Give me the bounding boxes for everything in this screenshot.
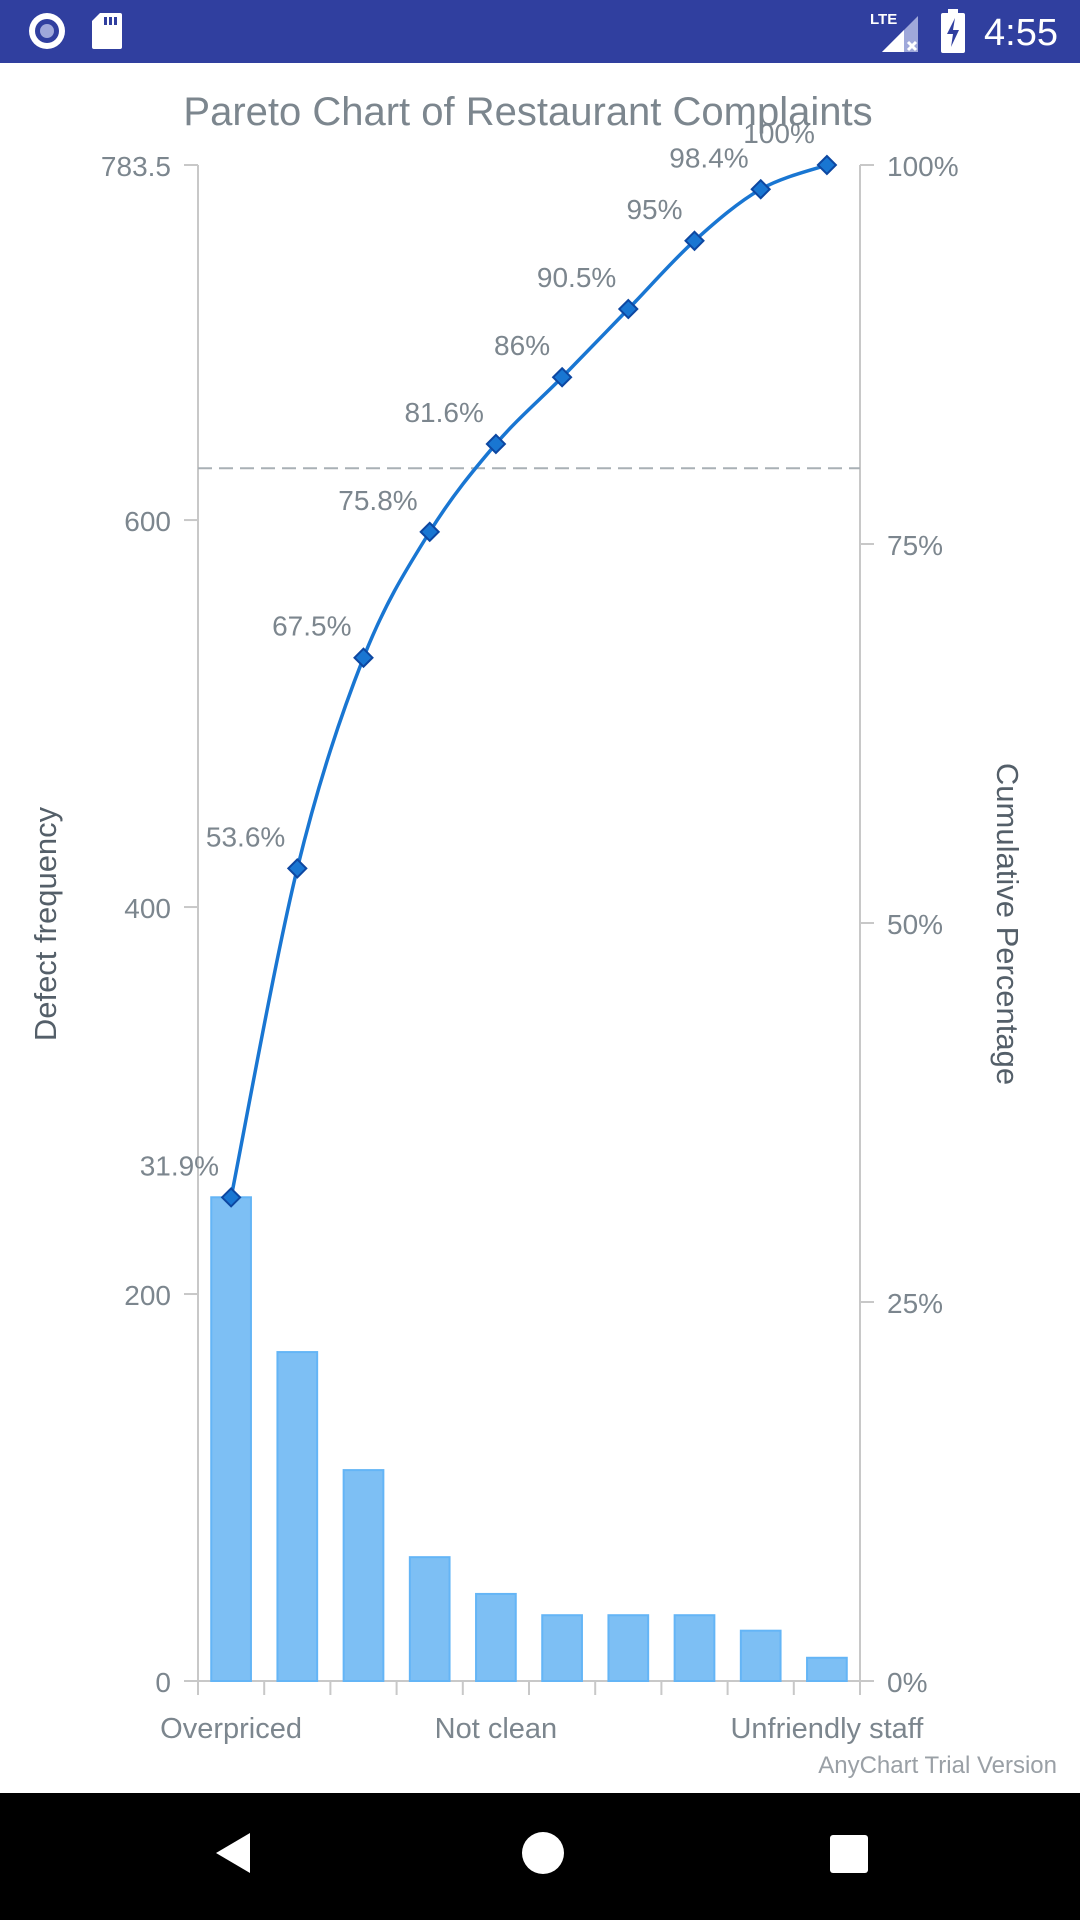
bar (739, 1629, 782, 1682)
y2-tick-label: 50% (887, 909, 943, 940)
cumulative-label: 31.9% (140, 1150, 219, 1181)
x-tick-label: Unfriendly staff (730, 1713, 924, 1745)
y2-axis-title: Cumulative Percentage (990, 763, 1025, 1085)
cumulative-marker (419, 521, 441, 543)
battery-charging-icon (940, 9, 966, 58)
bar (806, 1656, 848, 1683)
cumulative-label: 75.8% (338, 485, 417, 516)
cumulative-label: 81.6% (404, 397, 483, 428)
status-time: 4:55 (984, 12, 1058, 54)
status-bar: LTE 4:55 (0, 0, 1080, 63)
bars-series (210, 1196, 848, 1683)
signal-icon: LTE (868, 8, 922, 59)
back-icon[interactable] (208, 1823, 258, 1888)
y-tick-label: 400 (124, 893, 171, 924)
sd-card-icon (90, 11, 124, 56)
y-tick-label: 0 (155, 1667, 171, 1698)
cumulative-label: 90.5% (537, 262, 616, 293)
cumulative-marker (286, 858, 308, 879)
y2-tick-label: 75% (887, 530, 943, 561)
y-axis-title: Defect frequency (28, 806, 63, 1041)
navigation-bar (0, 1793, 1080, 1920)
cumulative-label: 100% (743, 118, 815, 149)
cumulative-label: 98.4% (669, 142, 748, 173)
y-tick-label: 783.5 (101, 151, 171, 182)
cumulative-marker (551, 366, 573, 388)
bar (673, 1614, 716, 1682)
bar (607, 1614, 650, 1682)
cumulative-label: 86% (494, 330, 550, 361)
y-tick-label: 600 (124, 506, 171, 537)
home-icon[interactable] (513, 1823, 573, 1888)
cumulative-label: 95% (626, 194, 682, 225)
bar (276, 1351, 319, 1682)
cumulative-marker (684, 230, 705, 252)
x-tick-label: Overpriced (160, 1713, 302, 1745)
y-tick-label: 200 (124, 1280, 171, 1311)
data-labels: 31.9% 53.6% 67.5% 75.8% 81.6% 86% 90.5% 95% 98.4… (140, 118, 815, 1181)
cumulative-marker (485, 433, 507, 455)
y2-tick-label: 100% (887, 151, 959, 182)
cumulative-marker (617, 298, 639, 320)
record-icon (26, 10, 68, 57)
y2-tick-label: 0% (887, 1667, 927, 1698)
watermark: AnyChart Trial Version (818, 1752, 1057, 1779)
bar (408, 1556, 451, 1682)
network-label: LTE (870, 11, 897, 28)
cumulative-marker (816, 154, 838, 176)
pareto-chart: Pareto Chart of Restaurant Complaints De… (0, 63, 1080, 1793)
cumulative-marker (220, 1186, 242, 1208)
bar (342, 1469, 385, 1682)
cumulative-marker (750, 178, 772, 200)
x-tick-label: Not clean (435, 1713, 558, 1745)
cumulative-label: 67.5% (272, 611, 351, 642)
cumulative-series (220, 154, 838, 1208)
y2-tick-label: 25% (887, 1288, 943, 1319)
bar (541, 1614, 583, 1682)
cumulative-marker (353, 647, 374, 669)
recents-icon[interactable] (824, 1823, 874, 1888)
chart-title: Pareto Chart of Restaurant Complaints (183, 90, 872, 134)
cumulative-line (229, 163, 828, 1198)
cumulative-label: 53.6% (206, 821, 285, 852)
chart-svg: Pareto Chart of Restaurant Complaints De… (28, 90, 1057, 1779)
bar (210, 1196, 252, 1683)
bar (475, 1592, 517, 1683)
